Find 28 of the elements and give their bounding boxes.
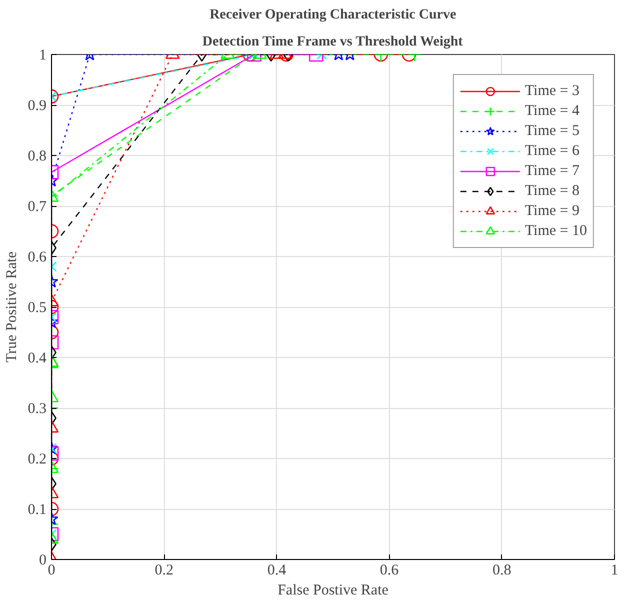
- x-tick-label: 0.6: [380, 562, 400, 578]
- legend-label: Time = 6: [524, 142, 580, 160]
- chart-subtitle: Detection Time Frame vs Threshold Weight: [202, 34, 464, 50]
- legend-label: Time = 5: [524, 122, 580, 140]
- y-tick-label: 0.7: [28, 199, 47, 215]
- legend-label: Time = 9: [524, 202, 580, 220]
- legend-label: Time = 10: [524, 222, 587, 240]
- x-tick-label: 0.2: [154, 562, 174, 578]
- x-tick-label: 1: [610, 562, 618, 578]
- x-tick-label: 0.4: [267, 562, 287, 578]
- y-tick-label: 0.8: [28, 148, 46, 164]
- y-tick-label: 0: [39, 552, 46, 568]
- y-tick-label: 0.5: [28, 300, 46, 316]
- legend-label: Time = 7: [524, 162, 580, 180]
- legend-label: Time = 3: [524, 82, 580, 100]
- legend-label: Time = 8: [524, 182, 580, 200]
- y-tick-label: 0.6: [28, 250, 47, 266]
- x-tick-label: 0.8: [492, 562, 512, 578]
- legend-label: Time = 4: [524, 102, 580, 120]
- y-tick-label: 0.3: [28, 401, 46, 417]
- y-tick-label: 0.2: [28, 452, 46, 468]
- y-tick-label: 0.9: [28, 98, 46, 114]
- y-tick-label: 0.4: [28, 350, 47, 366]
- y-tick-label: 0.1: [28, 502, 46, 518]
- y-tick-label: 1: [39, 48, 46, 64]
- x-axis-title: False Postive Rate: [278, 582, 389, 598]
- chart-title: Receiver Operating Characteristic Curve: [210, 8, 456, 22]
- y-axis-title: True Positive Rate: [4, 251, 20, 363]
